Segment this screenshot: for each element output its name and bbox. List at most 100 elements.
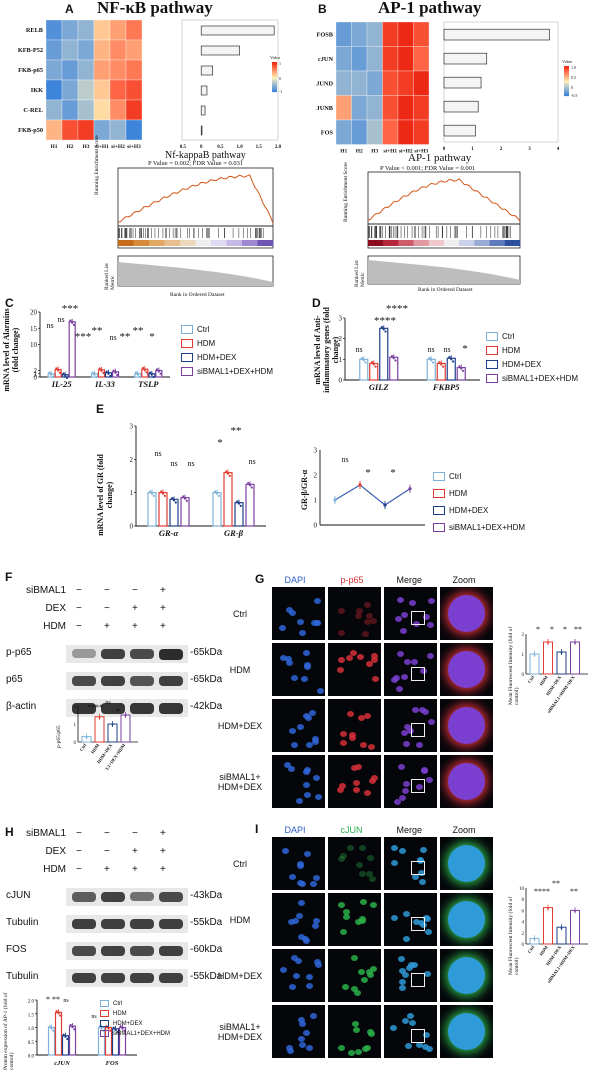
cell-nucleus [279,624,287,631]
gsea-gradient [428,240,445,246]
data-point [121,1027,124,1030]
data-point [51,375,55,379]
heatmap-cell [77,79,95,101]
cell-nucleus [423,1032,431,1039]
heatmap-row-label: NFKB-p65 [18,67,43,74]
heatmap-col-label: si+H3 [127,144,141,150]
condition-sign: + [104,864,110,875]
cell-nucleus [298,1017,306,1024]
cell-nucleus [399,627,407,634]
legend-tick: -0.5 [571,93,577,98]
barplot-bar [200,25,275,36]
cell-nucleus [403,936,411,943]
y-tick-label: 2 [339,335,343,343]
condition-sign: − [104,846,110,857]
panel-letter-e: E [96,402,105,416]
data-point [62,1033,65,1036]
category-label: cJUN [54,1060,70,1067]
heatmap-cell [366,119,383,145]
cell-nucleus [305,715,313,722]
cell-nucleus [314,619,322,626]
legend-c-si: siBMAL1+DEX+HDM [181,367,273,376]
if-image-cell [440,699,493,752]
condition-sign: − [132,585,138,596]
blot-band [101,973,125,984]
cell-nucleus [361,631,369,638]
panel-g-quant-ylabel: Mean Fluorescent Intensity (fold of cont… [508,626,520,705]
cell-nucleus [396,685,404,692]
significance-label: ns [57,315,64,324]
blot-membrane [66,915,188,933]
data-point [380,326,384,329]
cell-nucleus [303,713,311,720]
bar-sibmal1-dex-hdm [245,483,255,527]
legend-gradient [272,87,277,90]
heatmap-cell [61,119,79,141]
panel-e-ratio-chart: 0 1 2 3 ns * * [314,447,425,530]
cell-nucleus [337,629,345,636]
legend-gradient [272,86,277,88]
if-image-cell [440,643,493,696]
blot-band [72,703,96,714]
gsea-b-subtitle: P Value < 0.001; FDR Value = 0.001 [380,165,476,172]
data-point [138,375,141,379]
data-point [451,360,455,363]
cell-nucleus [371,652,379,659]
data-point [145,371,148,374]
if-image-cell [272,755,325,808]
gsea-a-ylabel: Running Enrichment Score [94,135,100,195]
data-point [560,927,563,930]
y-tick-label: 15 [30,325,38,333]
condition-sign: − [76,828,82,839]
cell-nucleus [390,676,398,683]
legend-gradient [564,70,569,73]
data-point [48,1025,51,1028]
data-point [102,371,105,375]
data-point [185,499,188,502]
gsea-gradient [118,240,134,246]
cell-nucleus [290,742,298,749]
condition-sign: − [76,585,82,596]
panel-letter-d: D [312,296,321,310]
y-tick-label: 2 [74,705,77,710]
category-label: TSLP [138,379,159,389]
cell-nucleus [371,774,379,781]
legend-gradient [272,75,277,78]
legend-d-ctrl: Ctrl [486,332,514,341]
panel-e-ylabel: mRNA level of GR (fold change) [96,454,114,536]
cell-nucleus [358,870,366,877]
data-point [160,490,163,493]
barplot-tick: 1 [471,147,474,152]
cell-nucleus [390,844,398,851]
data-point [100,369,103,372]
heatmap-cell [45,59,63,81]
panel-a-heatmap: RELB NKFB-P52 NFKB-p65 IKK C-REL NFKB-p50 H1 H… [18,19,282,150]
data-point [250,486,253,489]
if-row-label: siBMAL1+ HDM+DEX [217,1021,263,1042]
if-image-cell [328,949,381,1002]
bar-hdm-dex [169,498,179,527]
data-point [109,374,112,378]
x-tick-label: Ctrl [79,742,88,752]
cell-nucleus [365,870,373,877]
data-point [71,1026,74,1029]
significance-label: *** [75,331,92,343]
if-image-cell [328,893,381,946]
panel-a-barplot: -0.5 0 0.5 1.0 1.5 2.0 [180,19,282,150]
cell-nucleus [284,762,292,769]
legend-title: Value [562,59,572,64]
cell-nucleus [402,971,410,978]
data-point [98,716,101,719]
data-point [152,375,155,379]
cell-nucleus [338,901,346,908]
data-point [100,1027,103,1030]
heatmap-cell [77,99,95,121]
cell-nucleus [336,787,344,794]
blot-label: p65 [6,674,23,685]
barplot-tick: 1.0 [236,145,243,150]
data-point [93,373,96,376]
cell-nucleus [368,778,376,785]
category-label: GR-α [159,528,179,538]
blot-band [101,703,125,714]
